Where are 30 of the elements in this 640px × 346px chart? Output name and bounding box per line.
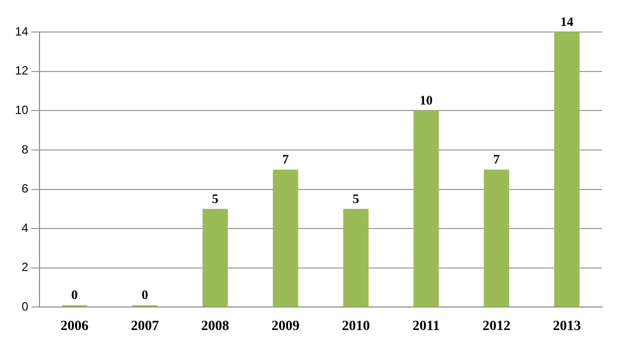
data-label: 14 xyxy=(560,14,574,29)
data-label: 0 xyxy=(71,287,78,302)
x-tick-label: 2009 xyxy=(272,319,300,334)
data-label: 5 xyxy=(352,190,360,206)
bar xyxy=(484,170,510,307)
x-tick-label: 2010 xyxy=(342,319,370,334)
y-tick-label: 2 xyxy=(22,260,29,274)
y-tick-label: 0 xyxy=(22,300,29,314)
data-label: 0 xyxy=(142,287,148,302)
bar xyxy=(414,110,439,307)
x-tick-label: 2008 xyxy=(201,319,230,334)
bar xyxy=(272,170,298,307)
y-tick-label: 12 xyxy=(14,64,29,78)
x-tick-label: 2011 xyxy=(412,319,440,334)
y-tick-label: 6 xyxy=(22,182,29,196)
data-label: 7 xyxy=(282,151,290,166)
x-tick-label: 2013 xyxy=(552,319,581,334)
bar xyxy=(343,208,368,307)
y-tick-label: 8 xyxy=(22,142,29,156)
data-label: 10 xyxy=(420,92,433,108)
bar xyxy=(554,32,580,307)
y-tick-label: 14 xyxy=(14,24,29,38)
x-tick-label: 2012 xyxy=(482,319,511,334)
y-tick-label: 4 xyxy=(22,220,29,235)
x-tick-label: 2007 xyxy=(130,319,159,334)
bar xyxy=(202,208,228,307)
data-label: 7 xyxy=(493,151,500,166)
data-label: 5 xyxy=(212,190,219,206)
x-tick-label: 2006 xyxy=(60,319,89,334)
y-tick-label: 10 xyxy=(14,102,29,117)
